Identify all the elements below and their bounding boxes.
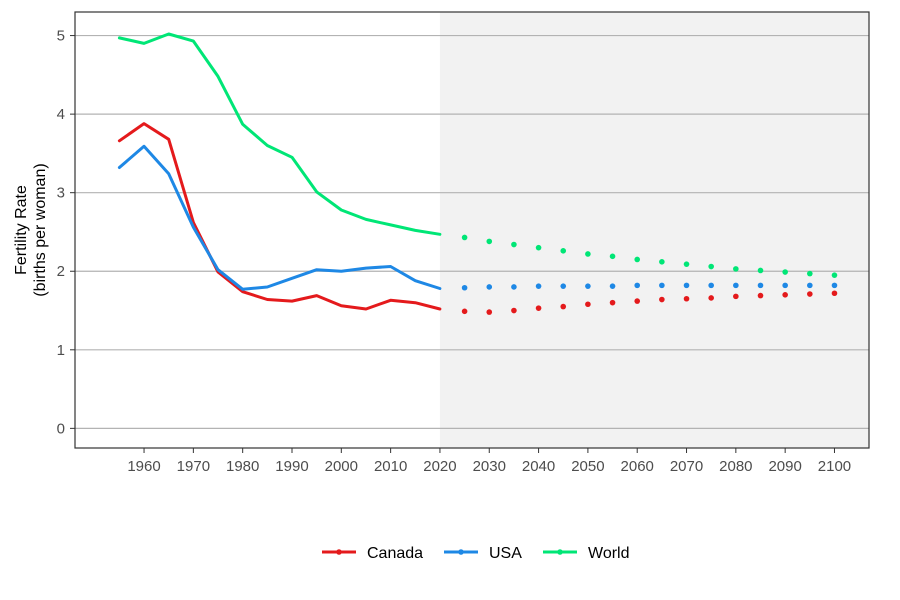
y-tick-label: 1 [57,342,65,359]
line-canada-historical [117,122,442,311]
y-axis: 0 1 2 3 4 5 [57,28,75,437]
y-tick-label: 0 [57,420,65,437]
point-usa-2060 [634,282,641,289]
line-usa-historical [117,144,442,291]
projection-shading [439,12,869,448]
point-world-2030 [486,238,493,245]
point-canada-2070 [683,295,690,302]
point-canada-2040 [535,305,542,311]
legend-item-canada: Canada [322,545,423,562]
point-usa-2095 [807,282,813,289]
y-tick-label: 2 [57,263,65,280]
x-tick-label: 2030 [473,458,506,475]
point-canada-2095 [807,291,813,297]
series-canada [117,122,838,315]
x-tick-label: 2090 [768,458,801,475]
point-canada-2045 [560,303,567,310]
point-canada-2065 [659,296,665,303]
legend-label-canada: Canada [367,545,423,562]
point-canada-2030 [486,309,493,315]
x-tick-label: 1980 [226,458,259,475]
x-tick-label: 2020 [423,458,456,475]
point-world-2075 [708,263,714,270]
y-axis-title-line-2: (births per woman) [32,163,49,296]
series-world [117,32,838,278]
legend-key-point [336,549,342,555]
point-world-2035 [511,241,517,248]
point-canada-2060 [634,298,641,304]
y-tick-label: 5 [57,28,65,45]
x-tick-label: 2080 [719,458,752,475]
point-canada-2035 [511,307,517,314]
point-world-2095 [807,270,813,277]
x-tick-label: 2060 [621,458,654,475]
point-canada-2050 [585,301,591,308]
point-world-2065 [659,259,665,265]
plot-border [74,11,870,449]
point-canada-2055 [609,299,616,306]
legend-key-point [557,549,563,555]
legend-item-usa: USA [444,545,522,562]
point-world-2040 [535,244,542,251]
point-canada-2080 [733,293,739,300]
x-tick-label: 2000 [325,458,358,475]
point-usa-2100 [831,282,838,289]
legend-label-usa: USA [489,545,522,562]
x-axis: 1960 1970 1980 1990 2000 2010 2020 2030 2040 2050… [127,448,851,475]
gridlines [75,34,869,429]
point-usa-2065 [659,282,665,289]
point-world-2025 [461,234,468,241]
point-usa-2070 [683,282,690,289]
point-world-2100 [831,272,838,278]
point-world-2055 [609,253,616,260]
point-world-2090 [782,269,788,275]
legend: Canada USA World [322,545,630,562]
series-usa [117,144,838,291]
point-world-2050 [585,251,591,257]
y-axis-title-line-1: Fertility Rate [13,185,30,275]
legend-key-point [458,549,464,555]
point-usa-2040 [535,283,542,289]
point-canada-2090 [782,292,788,298]
point-usa-2090 [782,282,788,289]
point-world-2080 [733,266,739,272]
point-usa-2035 [511,284,517,290]
x-tick-label: 2040 [522,458,555,475]
point-world-2070 [683,261,690,267]
point-canada-2100 [831,290,838,297]
x-tick-label: 2010 [374,458,407,475]
point-usa-2030 [486,284,493,290]
point-usa-2045 [560,283,567,289]
x-tick-label: 1960 [127,458,160,475]
point-usa-2075 [708,282,714,289]
x-tick-label: 2100 [818,458,851,475]
point-canada-2085 [757,292,764,299]
point-usa-2080 [733,282,739,289]
point-canada-2025 [461,308,468,315]
point-usa-2085 [757,282,764,289]
point-usa-2050 [585,283,591,289]
line-world-historical [117,32,442,236]
legend-label-world: World [588,545,630,562]
series-layer [117,32,838,315]
x-tick-label: 1990 [275,458,308,475]
y-tick-label: 4 [57,106,65,123]
point-world-2060 [634,256,641,263]
x-tick-label: 2070 [670,458,703,475]
x-tick-label: 1970 [177,458,210,475]
point-world-2045 [560,248,567,254]
point-usa-2055 [609,283,616,289]
x-tick-label: 2050 [571,458,604,475]
y-tick-label: 3 [57,185,65,202]
point-usa-2025 [461,284,468,291]
legend-item-world: World [543,545,630,562]
point-canada-2075 [708,295,714,301]
point-world-2085 [757,267,764,274]
